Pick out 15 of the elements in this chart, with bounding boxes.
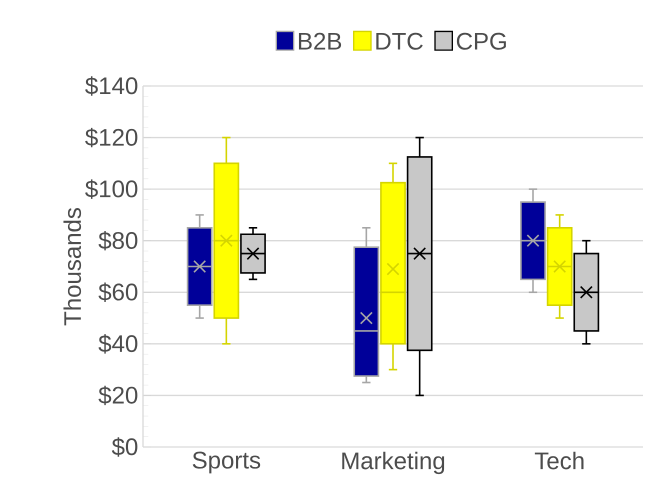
legend-label: DTC: [376, 32, 423, 50]
x-tick-label: Marketing: [342, 452, 444, 474]
y-tick-label: $120: [85, 128, 138, 148]
y-axis-title: Thousands: [63, 208, 82, 326]
legend-label: B2B: [298, 32, 342, 50]
y-tick-label: $140: [85, 76, 138, 96]
y-tick-label: $100: [85, 179, 138, 199]
y-tick-label: $0: [112, 437, 138, 457]
y-tick-label: $60: [98, 282, 138, 302]
y-tick-label: $40: [98, 334, 138, 354]
y-tick-label: $20: [98, 386, 138, 406]
x-tick-label: Tech: [534, 452, 584, 470]
legend-label: CPG: [456, 32, 506, 50]
y-tick-label: $80: [98, 230, 138, 250]
x-tick-label: Sports: [192, 452, 260, 474]
